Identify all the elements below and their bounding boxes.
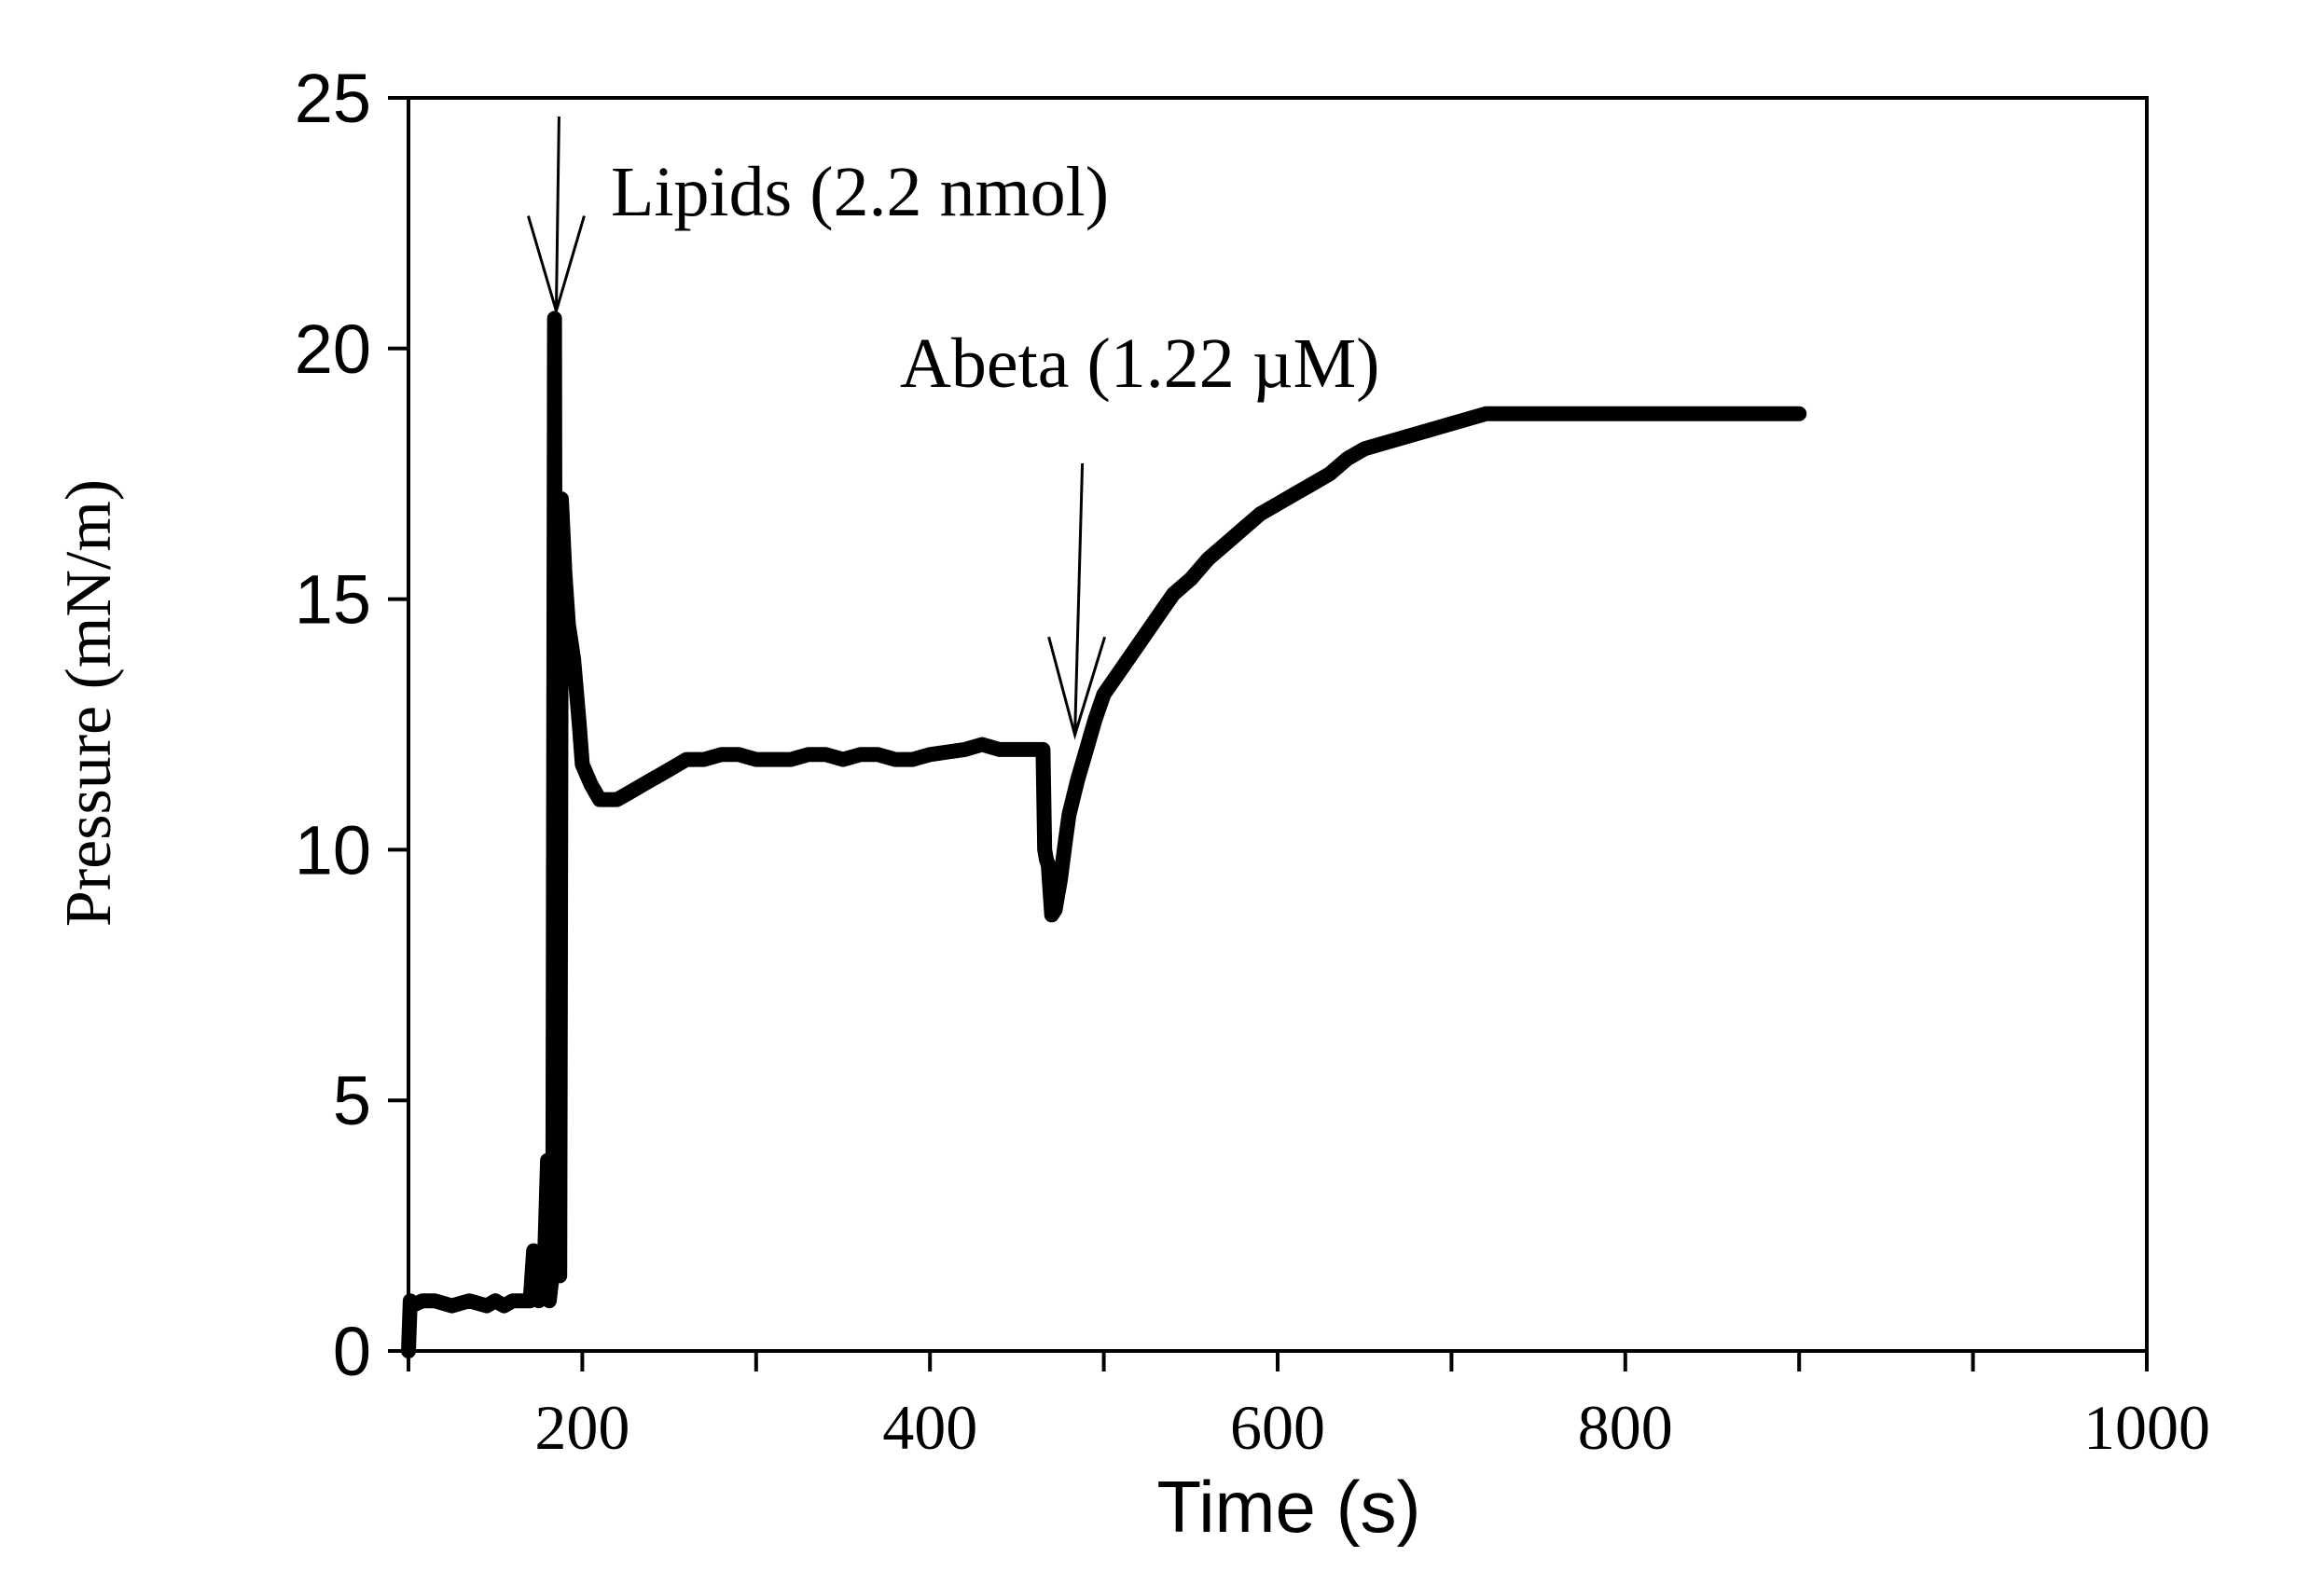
- x-tick-label: 200: [534, 1392, 629, 1463]
- x-axis-title: Time (s): [1156, 1466, 1420, 1548]
- y-tick-label: 5: [333, 1062, 371, 1139]
- abeta-arrow-head: [1047, 636, 1107, 740]
- lipids-arrow-head: [527, 215, 586, 316]
- x-tick-label: 1000: [2083, 1392, 2210, 1463]
- x-axis: 200 400 600 800 1000: [407, 1351, 2210, 1463]
- annotation-layer: Lipids (2.2 nmol) Abeta (1.22 µM): [527, 116, 1379, 740]
- lipids-arrow-shaft: [554, 116, 560, 311]
- x-tick-label: 600: [1230, 1392, 1325, 1463]
- x-tick-label: 400: [882, 1392, 977, 1463]
- lipids-annotation: Lipids (2.2 nmol): [611, 153, 1109, 231]
- plot-border: [407, 96, 2149, 1353]
- y-tick-label: 0: [333, 1313, 371, 1390]
- plot-frame: [407, 96, 2149, 1353]
- abeta-annotation: Abeta (1.22 µM): [900, 324, 1379, 403]
- series-layer: [401, 310, 1807, 1358]
- y-tick-label: 20: [295, 310, 371, 388]
- y-tick-label: 15: [295, 561, 371, 639]
- y-tick-label: 25: [295, 60, 371, 137]
- y-axis-title: Pressure (mN/m): [53, 479, 125, 927]
- abeta-arrow-shaft: [1073, 462, 1085, 736]
- y-axis: 0 5 10 15 20 25: [295, 60, 408, 1390]
- pressure-series-line: [401, 310, 1807, 1358]
- x-tick-label: 800: [1578, 1392, 1673, 1463]
- y-tick-label: 10: [295, 811, 371, 889]
